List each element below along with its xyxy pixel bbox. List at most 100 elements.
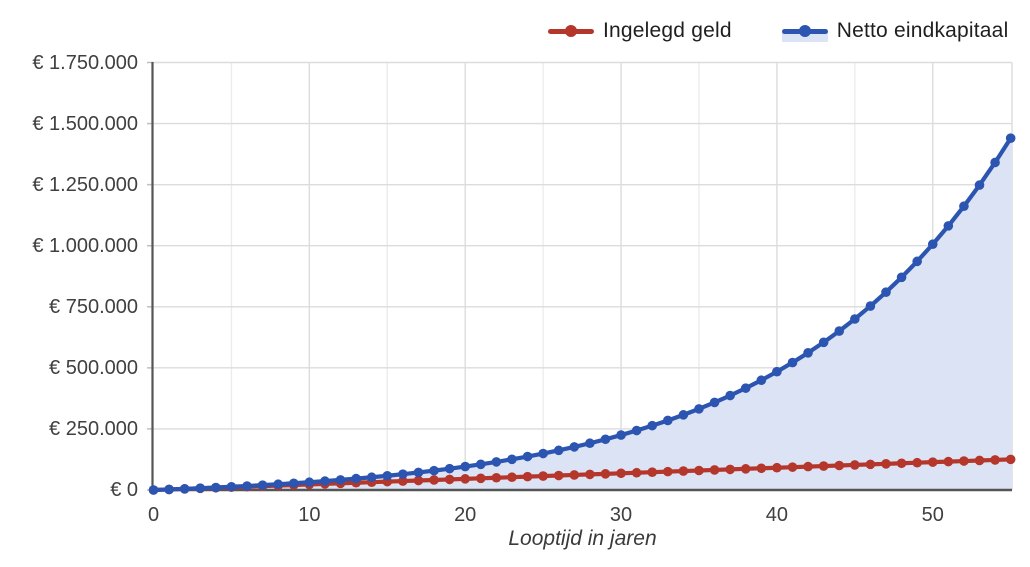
legend-label-ingelegd-geld: Ingelegd geld bbox=[603, 19, 732, 42]
data-point-ingelegd-geld bbox=[709, 465, 720, 475]
data-point-netto-eindkapitaal bbox=[366, 472, 377, 483]
data-point-netto-eindkapitaal bbox=[725, 390, 735, 401]
data-point-ingelegd-geld bbox=[974, 455, 985, 466]
data-point-ingelegd-geld bbox=[912, 457, 922, 468]
data-point-netto-eindkapitaal bbox=[616, 430, 626, 440]
data-point-netto-eindkapitaal bbox=[522, 451, 533, 462]
data-point-netto-eindkapitaal bbox=[912, 256, 922, 267]
data-point-ingelegd-geld bbox=[927, 457, 938, 467]
data-point-ingelegd-geld bbox=[647, 467, 658, 477]
area-marker-swatch-icon bbox=[781, 19, 828, 43]
data-point-netto-eindkapitaal bbox=[195, 483, 206, 494]
data-point-ingelegd-geld bbox=[943, 456, 954, 467]
data-point-netto-eindkapitaal bbox=[663, 415, 673, 426]
data-point-netto-eindkapitaal bbox=[896, 272, 907, 283]
chart-legend: Ingelegd geld Netto eindkapitaal bbox=[548, 19, 1008, 43]
data-point-ingelegd-geld bbox=[398, 476, 408, 486]
data-point-netto-eindkapitaal bbox=[709, 397, 720, 408]
x-axis-tick-label: 50 bbox=[921, 504, 944, 526]
data-point-ingelegd-geld bbox=[475, 473, 486, 484]
data-point-ingelegd-geld bbox=[507, 472, 517, 482]
x-axis-tick-label: 0 bbox=[147, 504, 160, 526]
data-point-ingelegd-geld bbox=[616, 468, 626, 479]
data-point-netto-eindkapitaal bbox=[335, 475, 346, 485]
data-point-ingelegd-geld bbox=[585, 469, 595, 480]
data-point-ingelegd-geld bbox=[553, 470, 564, 481]
x-axis-tick-label: 10 bbox=[298, 504, 321, 526]
y-axis-tick-label: € 500.000 bbox=[49, 356, 138, 379]
data-point-ingelegd-geld bbox=[522, 471, 533, 482]
data-point-netto-eindkapitaal bbox=[273, 479, 283, 490]
data-point-ingelegd-geld bbox=[694, 465, 704, 476]
data-point-netto-eindkapitaal bbox=[429, 465, 439, 476]
data-point-ingelegd-geld bbox=[600, 469, 611, 479]
data-point-netto-eindkapitaal bbox=[631, 425, 642, 436]
data-point-ingelegd-geld bbox=[663, 466, 673, 477]
data-point-netto-eindkapitaal bbox=[756, 375, 767, 386]
data-point-netto-eindkapitaal bbox=[974, 180, 985, 190]
swatch-dot bbox=[798, 25, 811, 37]
y-axis-tick-label: € 1.250.000 bbox=[32, 173, 138, 196]
data-point-netto-eindkapitaal bbox=[226, 481, 237, 492]
legend-item-ingelegd-geld: Ingelegd geld bbox=[548, 19, 732, 43]
data-point-netto-eindkapitaal bbox=[553, 445, 564, 456]
data-point-netto-eindkapitaal bbox=[444, 463, 455, 474]
data-point-netto-eindkapitaal bbox=[382, 470, 393, 481]
y-axis-tick-label: € 0 bbox=[110, 479, 138, 501]
data-point-netto-eindkapitaal bbox=[803, 347, 813, 358]
data-point-netto-eindkapitaal bbox=[990, 157, 1000, 168]
data-point-netto-eindkapitaal bbox=[398, 469, 408, 479]
data-point-netto-eindkapitaal bbox=[413, 467, 424, 478]
data-point-ingelegd-geld bbox=[818, 461, 829, 471]
line-marker-swatch-icon bbox=[548, 19, 594, 43]
x-axis-tick-label: 20 bbox=[454, 504, 477, 526]
data-point-netto-eindkapitaal bbox=[740, 383, 751, 393]
data-point-netto-eindkapitaal bbox=[320, 476, 330, 486]
x-axis-title: Looptijd in jaren bbox=[508, 527, 657, 550]
data-point-ingelegd-geld bbox=[631, 467, 642, 478]
data-point-ingelegd-geld bbox=[678, 466, 689, 476]
data-point-netto-eindkapitaal bbox=[585, 438, 595, 449]
x-axis-tick-label: 40 bbox=[765, 504, 789, 526]
data-point-ingelegd-geld bbox=[896, 458, 907, 469]
y-axis-tick-label: € 250.000 bbox=[49, 417, 138, 440]
data-point-ingelegd-geld bbox=[538, 471, 548, 481]
data-point-netto-eindkapitaal bbox=[304, 477, 315, 488]
data-point-ingelegd-geld bbox=[725, 464, 735, 475]
data-point-netto-eindkapitaal bbox=[678, 410, 689, 420]
data-point-netto-eindkapitaal bbox=[257, 480, 268, 490]
data-point-netto-eindkapitaal bbox=[772, 366, 782, 377]
legend-item-netto-eindkapitaal: Netto eindkapitaal bbox=[781, 19, 1009, 43]
y-axis-tick-label: € 1.500.000 bbox=[32, 112, 138, 135]
data-point-netto-eindkapitaal bbox=[959, 201, 969, 212]
data-point-ingelegd-geld bbox=[740, 464, 751, 474]
y-axis-tick-label: € 1.000.000 bbox=[32, 234, 138, 257]
data-point-ingelegd-geld bbox=[569, 470, 580, 480]
data-point-ingelegd-geld bbox=[1005, 454, 1016, 465]
data-point-netto-eindkapitaal bbox=[569, 442, 580, 452]
data-point-ingelegd-geld bbox=[444, 474, 455, 485]
data-point-netto-eindkapitaal bbox=[351, 473, 361, 484]
data-point-ingelegd-geld bbox=[881, 459, 891, 469]
netto-eindkapitaal-area-fill bbox=[153, 138, 1012, 490]
swatch-dot bbox=[565, 25, 577, 37]
data-point-ingelegd-geld bbox=[834, 460, 845, 471]
data-point-netto-eindkapitaal bbox=[538, 448, 548, 459]
data-point-netto-eindkapitaal bbox=[460, 461, 471, 472]
y-axis-tick-label: € 750.000 bbox=[49, 295, 138, 318]
data-point-netto-eindkapitaal bbox=[164, 484, 174, 495]
data-point-netto-eindkapitaal bbox=[491, 457, 502, 467]
data-point-ingelegd-geld bbox=[772, 462, 782, 473]
data-point-ingelegd-geld bbox=[959, 456, 969, 466]
data-point-netto-eindkapitaal bbox=[787, 357, 798, 368]
data-point-netto-eindkapitaal bbox=[475, 459, 486, 470]
data-point-ingelegd-geld bbox=[787, 462, 798, 472]
data-point-netto-eindkapitaal bbox=[1005, 133, 1016, 143]
data-point-netto-eindkapitaal bbox=[211, 482, 221, 493]
data-point-netto-eindkapitaal bbox=[600, 434, 611, 445]
data-point-ingelegd-geld bbox=[865, 459, 876, 470]
x-axis-tick-label: 30 bbox=[609, 504, 633, 526]
data-point-ingelegd-geld bbox=[990, 455, 1000, 465]
